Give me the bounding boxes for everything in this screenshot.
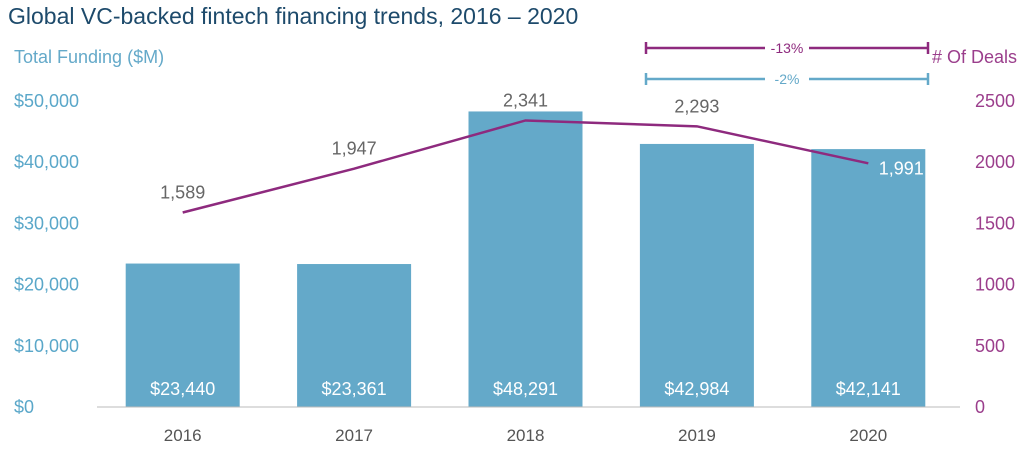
- left-tick-label: $30,000: [14, 213, 79, 233]
- right-axis-ticks: 0 500 1000 1500 2000 2500: [975, 91, 1015, 417]
- deals-value-label: 1,589: [160, 183, 205, 203]
- funding-value-label: $42,984: [664, 379, 729, 399]
- x-tick-label: 2019: [678, 426, 716, 445]
- right-tick-label: 0: [975, 397, 985, 417]
- change-annotation: -2%: [644, 69, 930, 89]
- left-tick-label: $0: [14, 397, 34, 417]
- right-tick-label: 1000: [975, 275, 1015, 295]
- left-tick-label: $40,000: [14, 152, 79, 172]
- left-tick-label: $10,000: [14, 336, 79, 356]
- x-axis-ticks: 2016 2017 2018 2019 2020: [164, 426, 887, 445]
- change-annotation-label: -2%: [775, 71, 800, 87]
- deals-value-label: 2,341: [503, 90, 548, 110]
- funding-bar-2017: [297, 264, 412, 407]
- funding-bar-2016: [125, 263, 240, 407]
- right-tick-label: 500: [975, 336, 1005, 356]
- funding-value-label: $23,361: [322, 379, 387, 399]
- funding-value-labels: $23,440 $23,361 $48,291 $42,984 $42,141: [150, 379, 901, 399]
- right-axis-title: # Of Deals: [932, 47, 1017, 67]
- x-tick-label: 2017: [335, 426, 373, 445]
- deals-value-label: 2,293: [674, 96, 719, 116]
- left-axis-title: Total Funding ($M): [14, 47, 164, 67]
- change-annotations: -13% -2%: [644, 38, 930, 89]
- funding-value-label: $42,141: [836, 379, 901, 399]
- left-tick-label: $50,000: [14, 91, 79, 111]
- change-annotation-label: -13%: [771, 40, 804, 56]
- funding-bar-2019: [639, 143, 754, 407]
- funding-value-label: $48,291: [493, 379, 558, 399]
- funding-bar-2018: [468, 111, 583, 408]
- funding-bar-2020: [811, 149, 926, 407]
- deals-value-label: 1,991: [879, 158, 924, 178]
- deals-value-label: 1,947: [332, 139, 377, 159]
- chart-title: Global VC-backed fintech financing trend…: [8, 3, 578, 29]
- left-tick-label: $20,000: [14, 275, 79, 295]
- deals-value-labels: 1,589 1,947 2,341 2,293 1,991: [160, 90, 924, 202]
- x-tick-label: 2016: [164, 426, 202, 445]
- right-tick-label: 2500: [975, 91, 1015, 111]
- x-tick-label: 2020: [849, 426, 887, 445]
- deals-line: [182, 119, 869, 214]
- funding-bars: [125, 111, 926, 408]
- x-tick-label: 2018: [507, 426, 545, 445]
- change-annotation: -13%: [644, 38, 930, 58]
- funding-value-label: $23,440: [150, 379, 215, 399]
- right-tick-label: 2000: [975, 152, 1015, 172]
- left-axis-ticks: $0 $10,000 $20,000 $30,000 $40,000 $50,000: [14, 91, 79, 417]
- right-tick-label: 1500: [975, 213, 1015, 233]
